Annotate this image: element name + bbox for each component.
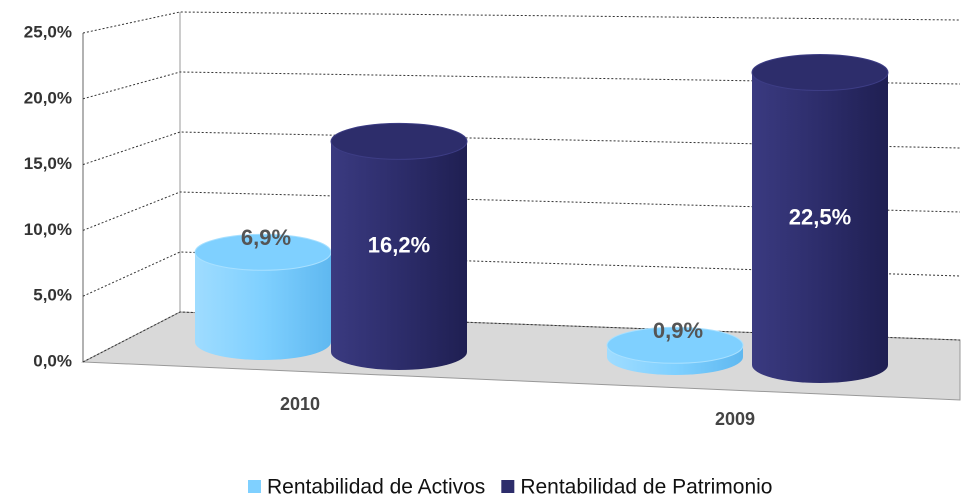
legend-label: Rentabilidad de Patrimonio xyxy=(520,476,772,497)
grid-line xyxy=(82,71,961,100)
grid-line xyxy=(82,191,961,231)
y-tick-label: 20,0% xyxy=(24,88,72,107)
cylinder-body xyxy=(195,252,331,360)
value-label: 22,5% xyxy=(789,205,851,230)
cylinder-top xyxy=(751,54,889,91)
grid-line xyxy=(82,11,961,34)
x-tick-label: 2010 xyxy=(280,394,320,414)
value-label: 6,9% xyxy=(241,225,291,250)
x-tick-label: 2009 xyxy=(715,409,755,429)
legend-label: Rentabilidad de Activos xyxy=(267,476,485,497)
cylinder-top xyxy=(606,326,744,364)
y-tick-label: 0,0% xyxy=(33,351,72,370)
cylinder-top xyxy=(330,122,468,160)
cylinder-body xyxy=(331,141,467,370)
legend-swatch xyxy=(248,480,261,493)
y-tick-label: 15,0% xyxy=(24,154,72,173)
legend-swatch xyxy=(501,480,515,493)
y-tick-label: 25,0% xyxy=(24,22,72,41)
value-label: 16,2% xyxy=(368,233,430,258)
y-tick-label: 10,0% xyxy=(24,220,72,239)
y-tick-label: 5,0% xyxy=(33,286,72,305)
value-label: 0,9% xyxy=(653,318,703,343)
cylinder-body xyxy=(752,72,888,383)
